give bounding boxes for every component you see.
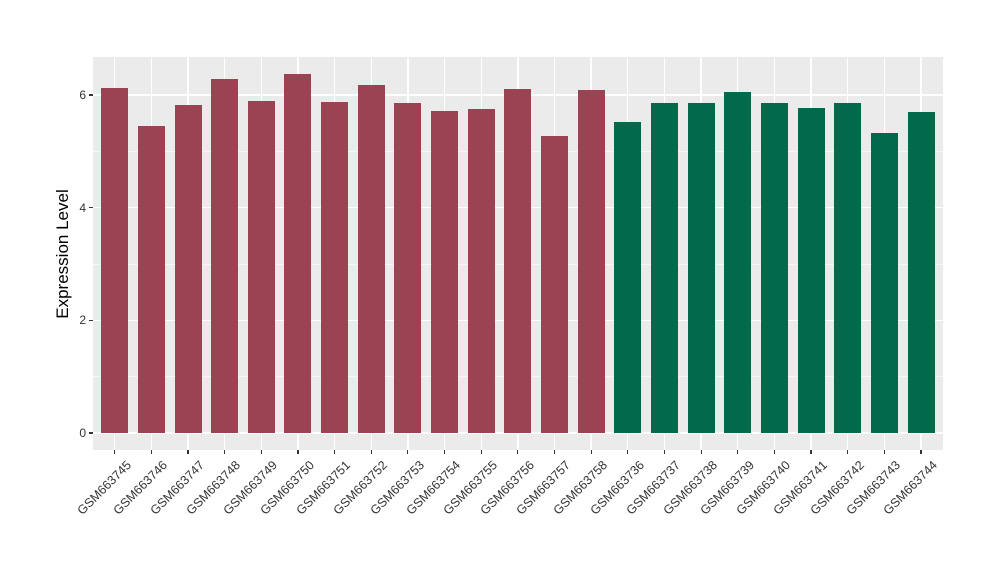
x-tick-mark — [517, 450, 519, 454]
bar-GSM663744 — [907, 111, 935, 433]
x-tick-mark — [150, 450, 152, 454]
x-tick-mark — [370, 450, 372, 454]
bar-GSM663751 — [321, 102, 349, 433]
bar-GSM663750 — [284, 74, 312, 433]
x-tick-mark — [114, 450, 116, 454]
x-tick-mark — [773, 450, 775, 454]
bar-GSM663740 — [760, 102, 788, 433]
y-axis-title: Expression Level — [53, 188, 72, 319]
y-tick-mark — [89, 207, 93, 209]
x-tick-mark — [443, 450, 446, 454]
x-tick-mark — [334, 450, 336, 454]
x-tick-mark — [700, 450, 702, 454]
bar-GSM663741 — [797, 107, 825, 433]
bar-GSM663745 — [101, 88, 129, 433]
bar-GSM663757 — [541, 136, 568, 433]
bar-GSM663737 — [650, 103, 678, 433]
bar-GSM663749 — [247, 101, 275, 433]
x-tick-mark — [297, 450, 299, 454]
bar-GSM663753 — [394, 102, 422, 433]
bar-GSM663758 — [577, 89, 605, 433]
bar-GSM663746 — [137, 126, 165, 433]
x-tick-mark — [480, 450, 482, 454]
x-tick-mark — [663, 450, 666, 454]
y-tick-label: 2 — [79, 313, 86, 328]
gridline-y-major — [93, 432, 943, 434]
y-tick-mark — [89, 319, 93, 321]
y-tick-mark — [89, 94, 93, 96]
x-tick-mark — [810, 450, 812, 454]
x-tick-mark — [260, 450, 262, 454]
bar-GSM663743 — [870, 132, 898, 433]
x-tick-mark — [407, 450, 409, 454]
bar-GSM663738 — [687, 103, 715, 433]
x-tick-mark — [737, 450, 739, 454]
x-tick-mark — [847, 450, 849, 454]
bar-GSM663754 — [431, 110, 459, 433]
bar-GSM663756 — [504, 88, 532, 433]
y-tick-label: 4 — [79, 200, 86, 215]
plot-panel — [93, 57, 943, 450]
y-tick-label: 0 — [79, 426, 86, 440]
bar-GSM663736 — [614, 122, 642, 433]
bar-GSM663742 — [834, 102, 862, 433]
x-tick-mark — [553, 450, 556, 454]
y-tick-mark — [89, 432, 93, 434]
bar-GSM663755 — [467, 109, 495, 433]
x-tick-mark — [883, 450, 885, 454]
x-tick-mark — [920, 450, 922, 454]
bar-GSM663752 — [357, 85, 385, 433]
bar-GSM663739 — [724, 92, 752, 433]
x-tick-mark — [627, 450, 629, 454]
x-tick-mark — [187, 450, 189, 454]
x-tick-mark — [590, 450, 592, 454]
bar-GSM663748 — [211, 79, 239, 433]
y-tick-label: 6 — [79, 88, 86, 103]
bar-GSM663747 — [174, 104, 202, 433]
x-tick-mark — [224, 450, 226, 454]
